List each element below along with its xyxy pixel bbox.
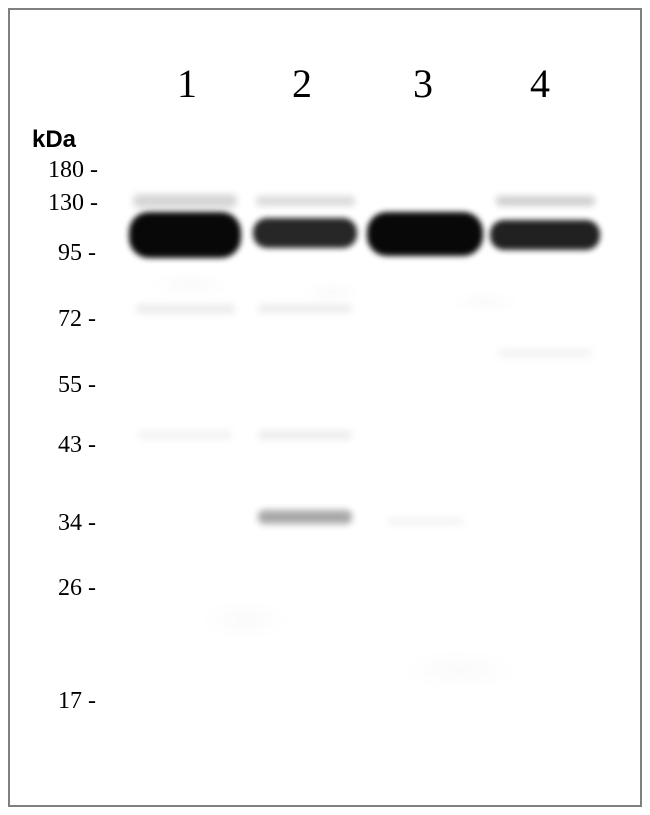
band-lane1 (129, 212, 241, 258)
band-lane2 (258, 304, 352, 313)
marker-130kda: 130 - (48, 190, 98, 217)
gel-noise-blob (150, 270, 230, 300)
band-lane2 (256, 196, 355, 206)
marker-180kda: 180 - (48, 157, 98, 184)
marker-43kda: 43 - (58, 432, 96, 459)
marker-26kda: 26 - (58, 575, 96, 602)
band-lane3 (387, 517, 464, 525)
western-blot-container: kDa 1 2 3 4 180 - 130 - 95 - 72 - 55 - 43 - 34 - 2… (0, 0, 650, 815)
band-lane2 (258, 430, 352, 440)
marker-72kda: 72 - (58, 306, 96, 333)
band-lane4 (498, 348, 592, 358)
marker-95kda: 95 - (58, 240, 96, 267)
kda-header: kDa (32, 126, 76, 154)
band-lane4 (496, 196, 595, 206)
lane-label-4: 4 (530, 60, 550, 107)
marker-17kda: 17 - (58, 688, 96, 715)
gel-noise-blob (200, 600, 290, 640)
band-lane4 (490, 220, 600, 250)
lane-label-1: 1 (177, 60, 197, 107)
gel-noise-blob (300, 280, 360, 305)
band-lane2 (253, 218, 358, 248)
marker-55kda: 55 - (58, 372, 96, 399)
band-lane1 (138, 430, 232, 440)
gel-noise-blob (400, 650, 520, 690)
band-lane1 (133, 194, 238, 208)
band-lane1 (136, 304, 235, 314)
lane-label-3: 3 (413, 60, 433, 107)
band-lane2 (258, 510, 352, 524)
marker-34kda: 34 - (58, 510, 96, 537)
image-border (8, 8, 642, 807)
gel-noise-blob (450, 290, 520, 315)
band-lane3 (367, 212, 483, 256)
lane-label-2: 2 (292, 60, 312, 107)
